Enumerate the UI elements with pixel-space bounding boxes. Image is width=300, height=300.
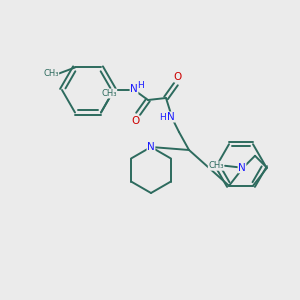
Text: H: H bbox=[138, 82, 144, 91]
Text: CH₃: CH₃ bbox=[43, 69, 59, 78]
Text: N: N bbox=[147, 142, 155, 152]
Text: N: N bbox=[130, 84, 138, 94]
Text: H: H bbox=[160, 112, 167, 122]
Text: CH₃: CH₃ bbox=[101, 89, 117, 98]
Text: CH₃: CH₃ bbox=[208, 161, 224, 170]
Text: O: O bbox=[174, 72, 182, 82]
Text: N: N bbox=[167, 112, 175, 122]
Text: N: N bbox=[238, 163, 246, 173]
Text: O: O bbox=[132, 116, 140, 126]
